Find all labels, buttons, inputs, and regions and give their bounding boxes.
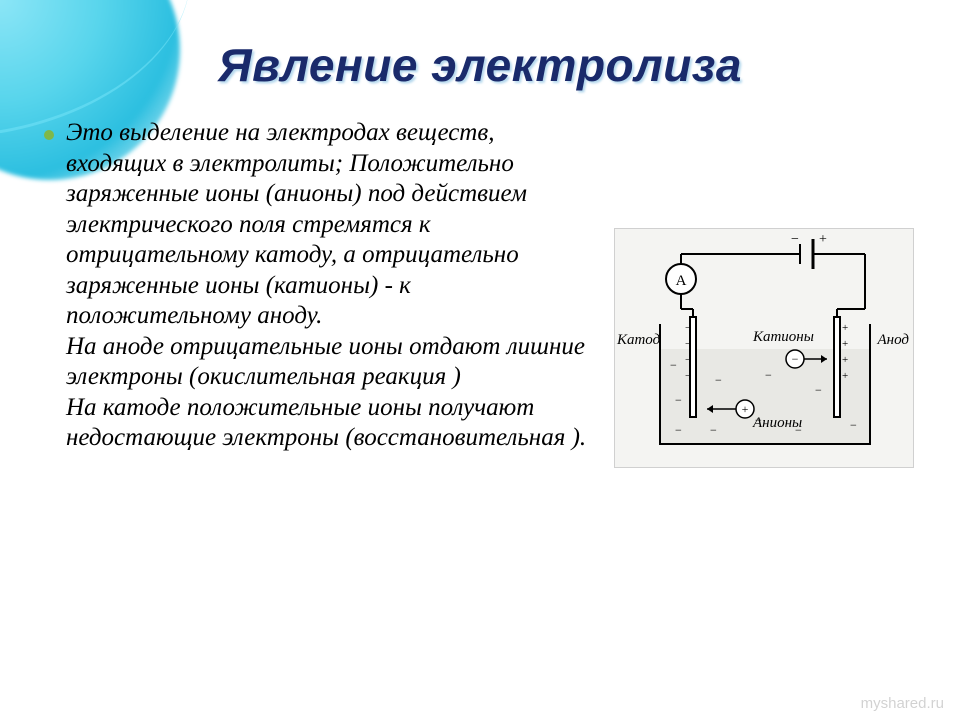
svg-text:−: − (791, 232, 799, 247)
svg-text:−: − (850, 418, 857, 432)
anions-label: Анионы (753, 415, 802, 432)
svg-text:+: + (742, 402, 749, 416)
slide-title: Явление электролиза (0, 38, 960, 92)
svg-text:−: − (685, 338, 691, 350)
cathode-label: Катод (617, 332, 660, 349)
svg-text:+: + (819, 232, 827, 247)
figure-column: − + А −−− −−− (604, 118, 924, 468)
text-column: Это выделение на электродах веществ, вхо… (44, 118, 604, 454)
body-zone: Это выделение на электродах веществ, вхо… (44, 118, 924, 678)
svg-text:−: − (765, 368, 772, 382)
svg-text:−: − (792, 352, 799, 366)
electrolysis-diagram: − + А −−− −−− (614, 228, 914, 468)
body-paragraph: Это выделение на электродах веществ, вхо… (66, 118, 596, 454)
watermark: myshared.ru (861, 695, 944, 712)
diagram-svg: − + А −−− −−− (615, 229, 915, 469)
cations-label: Катионы (753, 329, 814, 346)
ammeter-label: А (676, 273, 687, 289)
svg-text:+: + (842, 322, 848, 334)
svg-text:+: + (842, 370, 848, 382)
anode-label: Анод (878, 332, 910, 349)
bullet-item: Это выделение на электродах веществ, вхо… (44, 118, 596, 454)
svg-text:−: − (685, 354, 691, 366)
svg-text:+: + (842, 354, 848, 366)
svg-text:−: − (710, 423, 717, 437)
svg-text:−: − (675, 393, 682, 407)
svg-text:−: − (685, 370, 691, 382)
svg-text:−: − (685, 322, 691, 334)
bullet-icon (44, 130, 54, 140)
svg-text:+: + (842, 338, 848, 350)
svg-text:−: − (815, 383, 822, 397)
svg-text:−: − (670, 358, 677, 372)
svg-text:−: − (675, 423, 682, 437)
svg-text:−: − (715, 373, 722, 387)
